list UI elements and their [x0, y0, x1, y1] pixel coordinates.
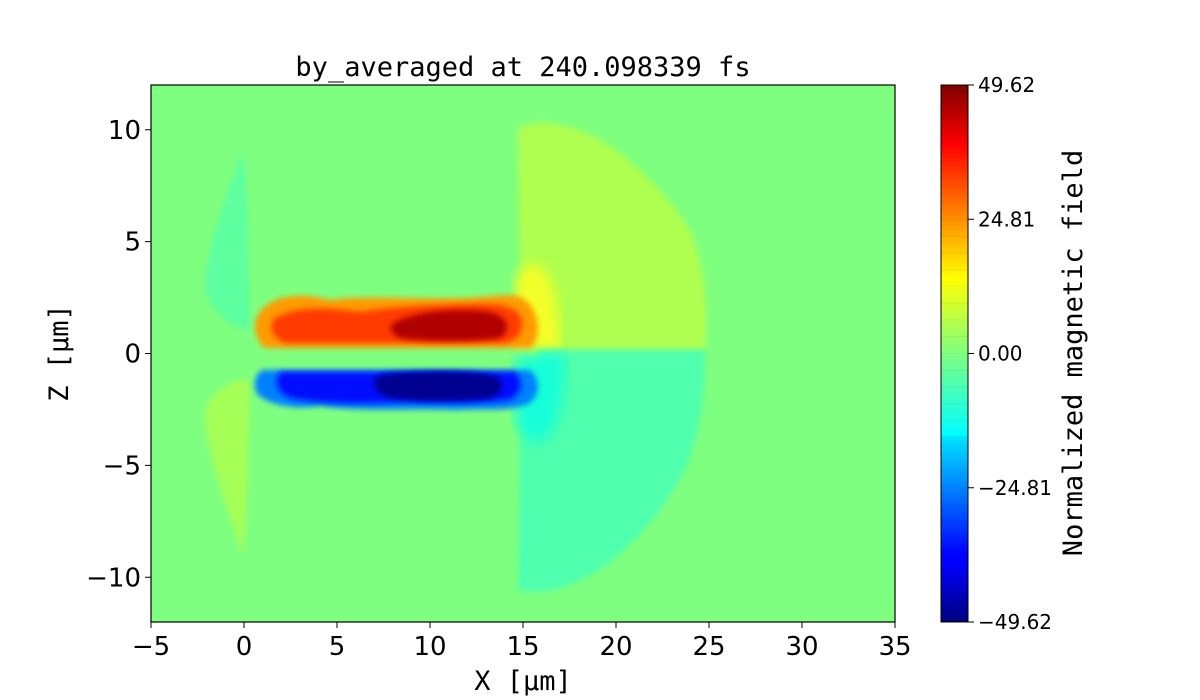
y-tick-label: 5	[124, 228, 141, 258]
y-axis: 10 5 0 −5 −10	[86, 116, 151, 593]
field-map	[205, 123, 707, 592]
colorbar-tick-label: 49.62	[978, 73, 1035, 97]
x-tick-label: −5	[132, 632, 170, 662]
colorbar: 49.62 24.81 0.00 −24.81 −49.62 Normalized ma…	[940, 73, 1089, 634]
colorbar-ticks: 49.62 24.81 0.00 −24.81 −49.62	[968, 73, 1052, 634]
rear-sheath-upper	[205, 150, 250, 330]
positive-lobe-core	[390, 310, 507, 341]
y-axis-label: Z [μm]	[44, 304, 75, 402]
y-tick-label: −5	[103, 451, 141, 481]
chart-title: by_averaged at 240.098339 fs	[295, 52, 750, 83]
colorbar-tick-label: −49.62	[978, 610, 1052, 634]
x-axis-label: X [μm]	[474, 666, 572, 697]
x-tick-label: 0	[236, 632, 253, 662]
x-tick-label: 35	[878, 632, 911, 662]
colorbar-tick-label: 0.00	[978, 342, 1023, 366]
x-tick-label: 30	[785, 632, 818, 662]
colorbar-tick-label: 24.81	[978, 207, 1035, 231]
x-tick-label: 10	[413, 632, 446, 662]
y-tick-label: −10	[86, 563, 141, 593]
x-tick-label: 20	[599, 632, 632, 662]
colorbar-gradient	[941, 85, 968, 622]
x-tick-label: 15	[506, 632, 539, 662]
front-sheath-upper	[518, 123, 707, 350]
x-tick-label: 25	[692, 632, 725, 662]
colorbar-level-lines	[941, 101, 968, 606]
plot-area	[150, 84, 896, 623]
colorbar-tick-label: −24.81	[978, 476, 1052, 500]
rear-sheath-lower	[205, 380, 250, 555]
x-tick-label: 5	[329, 632, 346, 662]
negative-lobe-core	[374, 371, 503, 401]
y-tick-label: 10	[108, 116, 141, 146]
y-tick-label: 0	[124, 340, 141, 370]
front-sheath-lower	[518, 350, 705, 592]
colorbar-label: Normalized magnetic field	[1058, 150, 1089, 556]
x-axis: −5 0 5 10 15 20 25 30 35	[132, 622, 912, 662]
